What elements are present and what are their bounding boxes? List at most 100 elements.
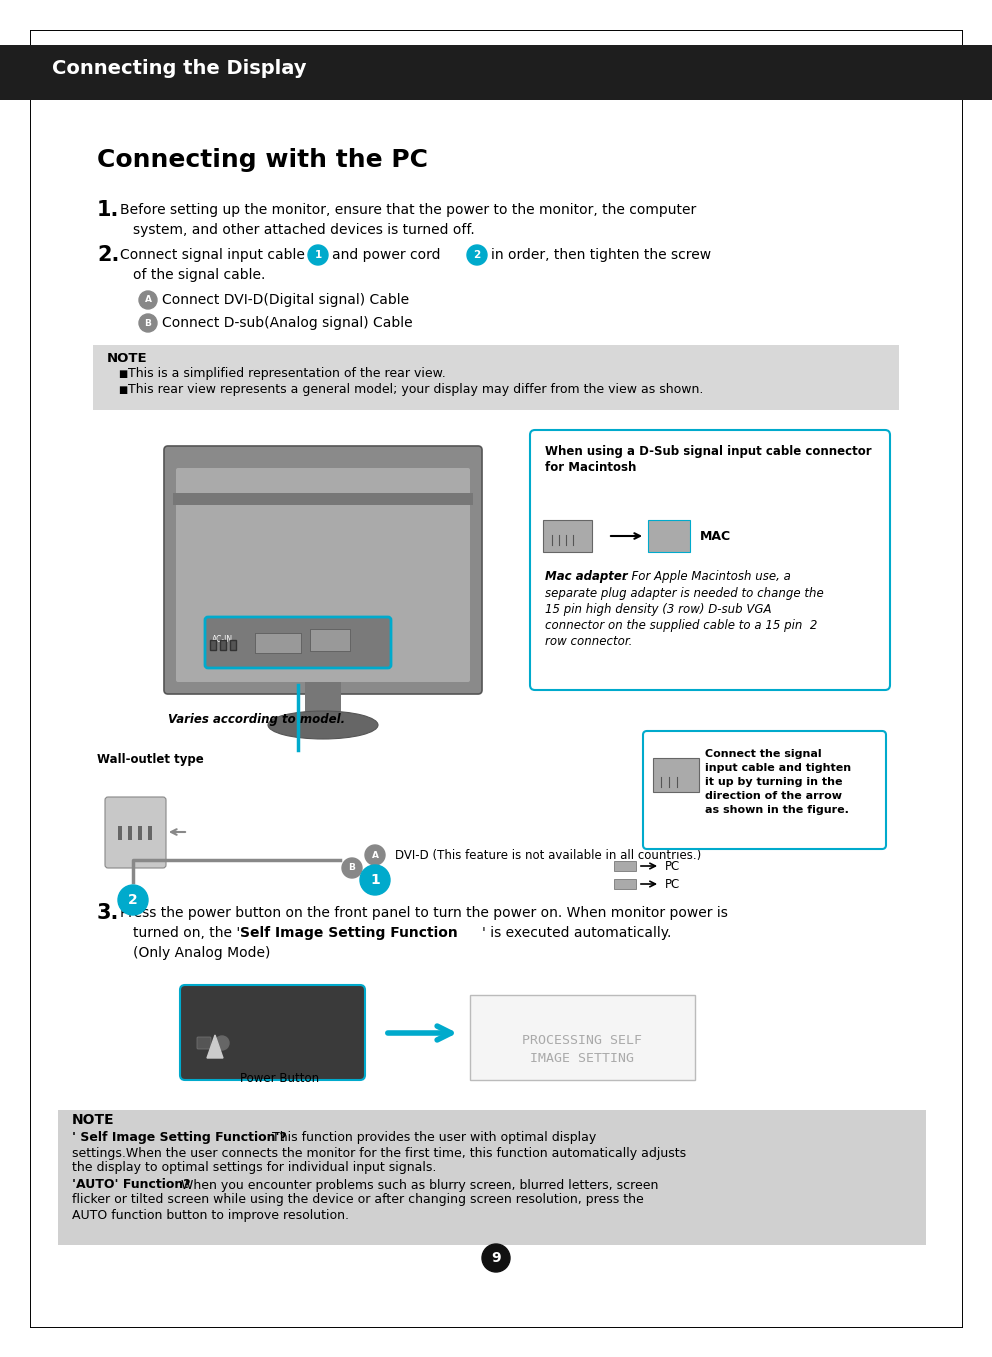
- Text: MAC: MAC: [700, 529, 731, 543]
- Text: of the signal cable.: of the signal cable.: [133, 267, 266, 282]
- Bar: [138, 826, 142, 840]
- Text: Connect signal input cable: Connect signal input cable: [120, 248, 310, 262]
- Text: This is a simplified representation of the rear view.: This is a simplified representation of t…: [128, 368, 445, 380]
- Text: Wall-outlet type: Wall-outlet type: [97, 753, 203, 767]
- Text: When you encounter problems such as blurry screen, blurred letters, screen: When you encounter problems such as blur…: [177, 1178, 659, 1191]
- Circle shape: [342, 858, 362, 878]
- FancyBboxPatch shape: [530, 430, 890, 689]
- Text: IMAGE SETTING: IMAGE SETTING: [530, 1052, 634, 1064]
- Text: in order, then tighten the screw: in order, then tighten the screw: [491, 248, 711, 262]
- Text: Self Image Setting Function: Self Image Setting Function: [240, 925, 457, 940]
- Bar: [148, 826, 152, 840]
- Bar: [210, 641, 216, 650]
- FancyBboxPatch shape: [176, 468, 470, 683]
- Text: 2: 2: [473, 250, 481, 261]
- Text: connector on the supplied cable to a 15 pin  2: connector on the supplied cable to a 15 …: [545, 619, 817, 632]
- Text: 15 pin high density (3 row) D-sub VGA: 15 pin high density (3 row) D-sub VGA: [545, 603, 772, 616]
- Text: 3.: 3.: [97, 902, 119, 923]
- Circle shape: [467, 246, 487, 265]
- Circle shape: [308, 246, 328, 265]
- Circle shape: [139, 290, 157, 309]
- Text: This rear view represents a general model; your display may differ from the view: This rear view represents a general mode…: [128, 384, 703, 396]
- Text: row connector.: row connector.: [545, 635, 632, 649]
- Circle shape: [365, 845, 385, 864]
- FancyBboxPatch shape: [205, 617, 391, 668]
- FancyBboxPatch shape: [470, 995, 695, 1080]
- Text: 2: 2: [128, 893, 138, 906]
- Text: for Macintosh: for Macintosh: [545, 461, 637, 474]
- Bar: [173, 493, 473, 505]
- Circle shape: [118, 885, 148, 915]
- Text: Before setting up the monitor, ensure that the power to the monitor, the compute: Before setting up the monitor, ensure th…: [120, 204, 696, 217]
- Text: Mac adapter: Mac adapter: [545, 570, 628, 584]
- Bar: [118, 826, 122, 840]
- Text: DVI-D: DVI-D: [320, 635, 342, 645]
- Text: flicker or tilted screen while using the device or after changing screen resolut: flicker or tilted screen while using the…: [72, 1194, 644, 1206]
- Text: Connect the signal
input cable and tighten
it up by turning in the
direction of : Connect the signal input cable and tight…: [705, 749, 851, 816]
- FancyBboxPatch shape: [614, 879, 636, 889]
- Text: A: A: [145, 296, 152, 304]
- Text: Connecting the Display: Connecting the Display: [52, 58, 307, 77]
- Text: and power cord: and power cord: [332, 248, 440, 262]
- Text: A: A: [371, 851, 379, 859]
- FancyBboxPatch shape: [164, 446, 482, 693]
- Bar: [220, 641, 226, 650]
- Text: 9: 9: [491, 1251, 501, 1265]
- Text: system, and other attached devices is turned off.: system, and other attached devices is tu…: [133, 223, 475, 237]
- Text: Varies according to model.: Varies according to model.: [168, 714, 345, 726]
- FancyBboxPatch shape: [180, 985, 365, 1080]
- Text: 1: 1: [314, 250, 321, 261]
- Text: turned on, the ': turned on, the ': [133, 925, 240, 940]
- Text: ■: ■: [118, 385, 127, 395]
- Text: D-SUB: D-SUB: [266, 635, 290, 645]
- Text: When using a D-Sub signal input cable connector: When using a D-Sub signal input cable co…: [545, 445, 872, 459]
- FancyBboxPatch shape: [197, 1037, 211, 1049]
- Bar: [230, 641, 236, 650]
- Text: separate plug adapter is needed to change the: separate plug adapter is needed to chang…: [545, 588, 823, 600]
- Text: 2.: 2.: [97, 246, 119, 265]
- Text: ' Self Image Setting Function'?: ' Self Image Setting Function'?: [72, 1132, 287, 1144]
- Text: This function provides the user with optimal display: This function provides the user with opt…: [268, 1132, 596, 1144]
- Text: B: B: [145, 319, 152, 327]
- Ellipse shape: [268, 711, 378, 740]
- Text: B: B: [348, 863, 355, 873]
- Text: Press the power button on the front panel to turn the power on. When monitor pow: Press the power button on the front pane…: [120, 906, 728, 920]
- Text: settings.When the user connects the monitor for the first time, this function au: settings.When the user connects the moni…: [72, 1147, 686, 1159]
- Text: (Only Analog Mode): (Only Analog Mode): [133, 946, 271, 959]
- Text: NOTE: NOTE: [107, 351, 148, 365]
- Text: Power Button: Power Button: [240, 1072, 319, 1084]
- Text: 1: 1: [370, 873, 380, 887]
- FancyBboxPatch shape: [648, 520, 690, 552]
- FancyBboxPatch shape: [310, 630, 350, 651]
- Circle shape: [360, 864, 390, 896]
- FancyBboxPatch shape: [643, 731, 886, 849]
- Text: ' is executed automatically.: ' is executed automatically.: [482, 925, 672, 940]
- Text: 1.: 1.: [97, 199, 119, 220]
- Text: AUTO function button to improve resolution.: AUTO function button to improve resoluti…: [72, 1209, 349, 1221]
- Circle shape: [139, 313, 157, 332]
- Text: 'AUTO' Function?: 'AUTO' Function?: [72, 1178, 190, 1191]
- Text: Connect D-sub(Analog signal) Cable: Connect D-sub(Analog signal) Cable: [162, 316, 413, 330]
- Text: Connect DVI-D(Digital signal) Cable: Connect DVI-D(Digital signal) Cable: [162, 293, 409, 307]
- FancyBboxPatch shape: [255, 632, 301, 653]
- Bar: [0, 45, 992, 100]
- FancyBboxPatch shape: [614, 860, 636, 871]
- FancyBboxPatch shape: [543, 520, 592, 552]
- Text: the display to optimal settings for individual input signals.: the display to optimal settings for indi…: [72, 1162, 436, 1175]
- Text: DVI-D (This feature is not available in all countries.): DVI-D (This feature is not available in …: [395, 849, 701, 863]
- Text: NOTE: NOTE: [72, 1113, 115, 1128]
- Circle shape: [482, 1244, 510, 1272]
- Text: ■: ■: [118, 369, 127, 379]
- Bar: [305, 665, 341, 721]
- Text: : For Apple Macintosh use, a: : For Apple Macintosh use, a: [620, 570, 791, 584]
- FancyBboxPatch shape: [653, 759, 699, 792]
- FancyBboxPatch shape: [105, 797, 166, 868]
- Text: PC: PC: [665, 878, 681, 890]
- Text: PROCESSING SELF: PROCESSING SELF: [522, 1034, 642, 1046]
- Circle shape: [215, 1035, 229, 1050]
- Bar: [93, 345, 899, 410]
- Text: AC-IN: AC-IN: [212, 635, 233, 645]
- Bar: [128, 826, 132, 840]
- Text: Connecting with the PC: Connecting with the PC: [97, 148, 428, 172]
- Polygon shape: [207, 1035, 223, 1058]
